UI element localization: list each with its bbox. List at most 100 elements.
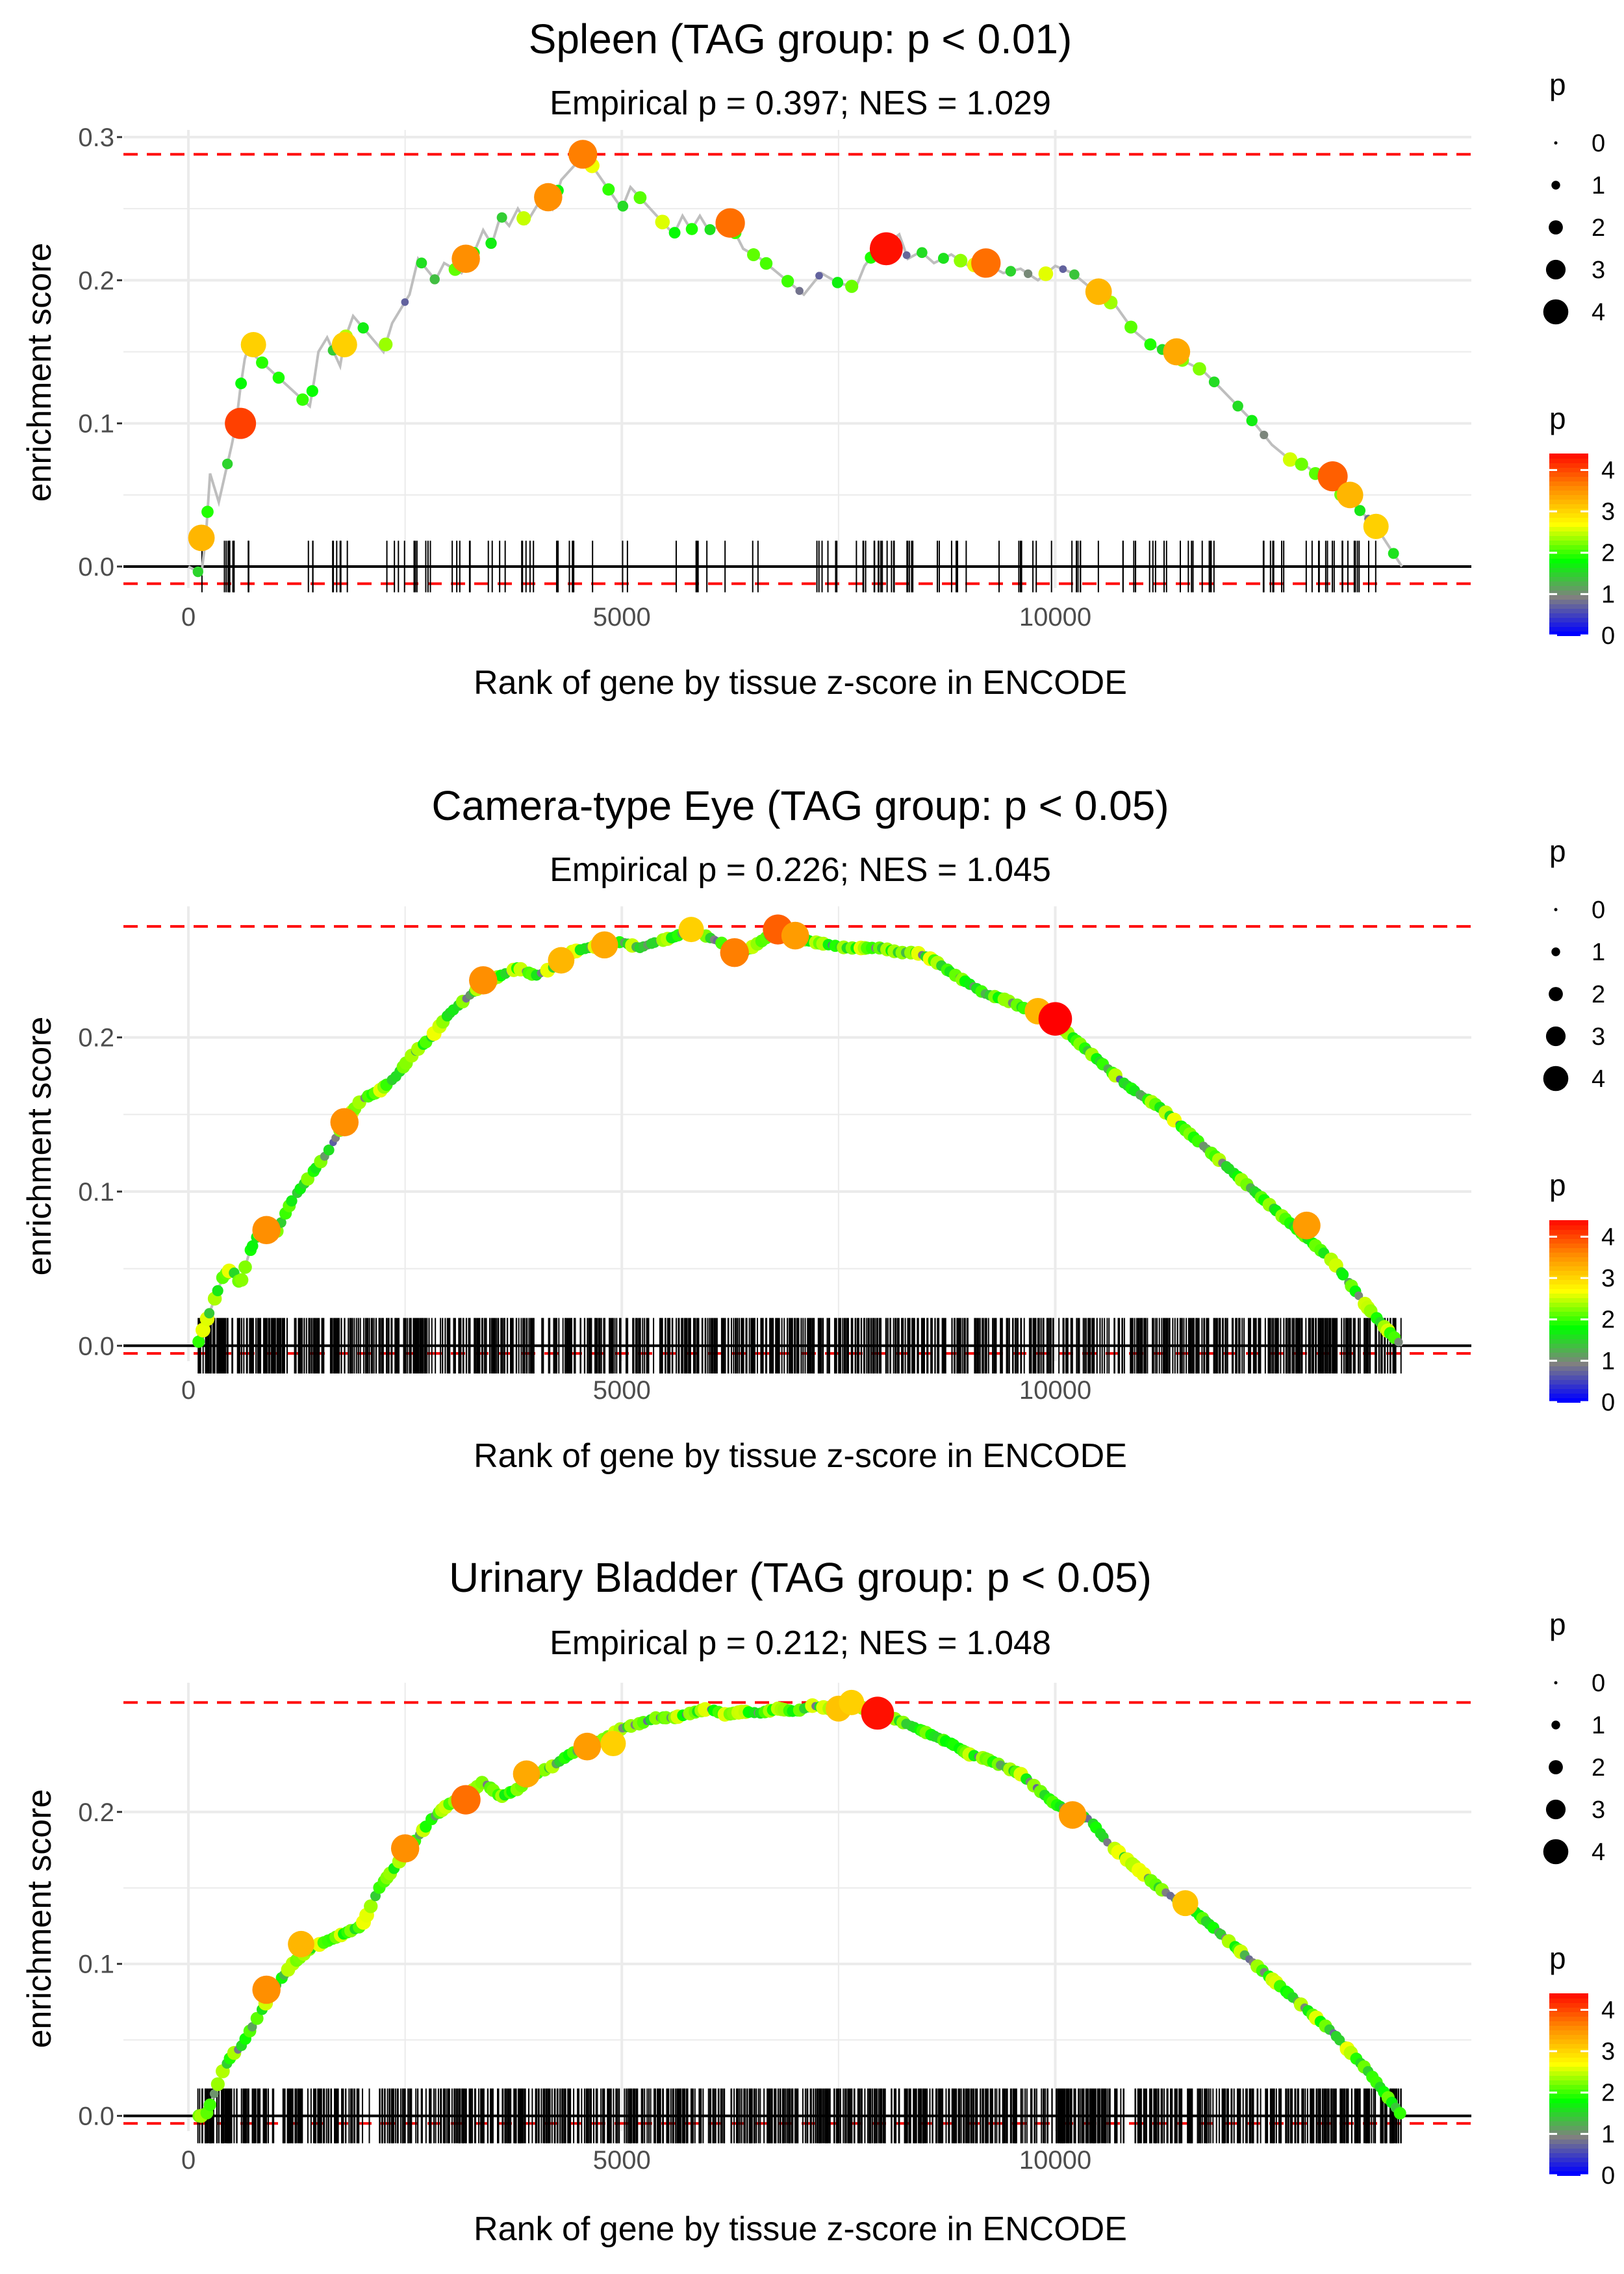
color-bar-segment	[1549, 1338, 1588, 1344]
color-legend-label: 4	[1601, 457, 1615, 484]
curve-dot	[1337, 1269, 1349, 1281]
curve-dot	[759, 257, 773, 270]
color-bar-segment	[1549, 2057, 1588, 2062]
color-bar-segment	[1549, 1370, 1588, 1375]
color-legend-title: p	[1549, 1941, 1566, 1975]
color-legend-label: 2	[1601, 540, 1615, 567]
color-bar-segment	[1549, 1247, 1588, 1253]
highlight-point	[1336, 481, 1364, 509]
highlight-point	[534, 183, 563, 212]
plot-area: 0 5000 10000 0.0 0.1 0.2 0.3	[78, 123, 1471, 632]
curve-dot	[429, 274, 440, 285]
color-legend-label: 2	[1601, 2080, 1615, 2107]
color-bar-segment	[1549, 1366, 1588, 1371]
size-legend-key	[1551, 1720, 1560, 1730]
enrichment-curve	[197, 1701, 1403, 2117]
curve-dot	[246, 1240, 259, 1252]
color-bar-segment	[1549, 622, 1588, 627]
highlight-point	[451, 244, 480, 274]
color-bar-segment	[1549, 567, 1588, 572]
color-bar-segment	[1549, 1252, 1588, 1257]
highlight-point	[1317, 461, 1348, 492]
highlight-point	[390, 1834, 420, 1863]
color-bar-segment	[1549, 581, 1588, 586]
color-bar-segment	[1549, 2039, 1588, 2044]
highlight-point	[513, 1760, 540, 1788]
color-bar-segment	[1549, 1257, 1588, 1262]
gridlines	[123, 906, 1471, 1361]
enrichment-curve	[188, 152, 1403, 576]
color-bar-segment	[1549, 472, 1588, 477]
x-tick-label: 0	[181, 1376, 196, 1405]
color-bar-segment	[1549, 2048, 1588, 2053]
color-bar-segment	[1549, 2080, 1588, 2085]
size-legend-label: 2	[1592, 981, 1605, 1008]
color-bar-segment	[1549, 1393, 1588, 1398]
color-bar-segment	[1549, 1225, 1588, 1230]
curve-dot	[1005, 266, 1017, 277]
curve-dot	[296, 393, 309, 406]
y-tick-label: 0.1	[78, 1950, 114, 1979]
size-legend-title: p	[1549, 1607, 1566, 1641]
color-bar-segment	[1549, 576, 1588, 581]
size-legend-label: 2	[1592, 214, 1605, 242]
x-tick-label: 10000	[1019, 2146, 1091, 2175]
color-bar-segment	[1549, 604, 1588, 609]
size-legend-title: p	[1549, 834, 1566, 868]
curve-dot	[1023, 269, 1033, 278]
curve-dot	[496, 212, 507, 223]
curve-dot	[256, 356, 268, 369]
color-bar-segment	[1549, 1343, 1588, 1348]
curve-dot	[633, 191, 647, 205]
color-bar-segment	[1549, 1316, 1588, 1321]
color-bar-segment	[1549, 1288, 1588, 1294]
curve-dot	[1059, 265, 1067, 274]
color-bar-segment	[1549, 2171, 1588, 2176]
highlight-point	[1163, 338, 1191, 366]
color-legend-label: 3	[1601, 1265, 1615, 1292]
size-legend-key	[1545, 1026, 1566, 1047]
highlight-point	[330, 1108, 359, 1136]
curve-dot	[1354, 505, 1366, 517]
color-bar-segment	[1549, 1302, 1588, 1307]
size-legend-key	[1543, 299, 1569, 325]
color-bar-segment	[1549, 2157, 1588, 2162]
curve-dot	[704, 224, 716, 235]
curve-dot	[1393, 2107, 1406, 2120]
highlight-point	[331, 331, 357, 357]
color-bar-segment	[1549, 2002, 1588, 2008]
curve-dot	[781, 275, 794, 288]
color-bar-segment	[1549, 1297, 1588, 1303]
curve-dot	[306, 385, 318, 397]
curve-dot	[815, 272, 823, 280]
curve-dot	[357, 322, 369, 334]
color-bar-segment	[1549, 2107, 1588, 2112]
legend: p 0 1 2 3 4 p 0 1 2 3 4	[1543, 834, 1615, 1416]
legend: p 0 1 2 3 4 p 0 1 2 3 4	[1543, 68, 1615, 650]
color-bar-segment	[1549, 1270, 1588, 1275]
curve-dot	[485, 237, 497, 249]
color-bar-segment	[1549, 2153, 1588, 2158]
curve-dot	[272, 372, 285, 384]
color-bar-segment	[1549, 599, 1588, 604]
color-bar-segment	[1549, 1388, 1588, 1394]
panel-title: Spleen (TAG group: p < 0.01)	[529, 16, 1072, 62]
color-bar-segment	[1549, 1361, 1588, 1366]
color-legend-label: 0	[1601, 2162, 1615, 2190]
size-legend-key	[1554, 908, 1558, 912]
curve-dot	[1260, 430, 1269, 440]
color-bar-segment	[1549, 485, 1588, 491]
curve-dot	[192, 1335, 205, 1348]
curve-dot	[286, 1195, 298, 1207]
color-bar-segment	[1549, 2062, 1588, 2067]
color-bar-segment	[1549, 2139, 1588, 2144]
curve-dot	[1394, 1338, 1403, 1347]
color-bar-segment	[1549, 1229, 1588, 1234]
size-legend-key	[1549, 1760, 1563, 1774]
x-tick-label: 10000	[1019, 603, 1091, 632]
color-bar-segment	[1549, 1357, 1588, 1362]
color-legend-label: 0	[1601, 622, 1615, 650]
color-bar-segment	[1549, 2089, 1588, 2094]
curve-dot	[1282, 452, 1298, 467]
color-bar-segment	[1549, 513, 1588, 518]
